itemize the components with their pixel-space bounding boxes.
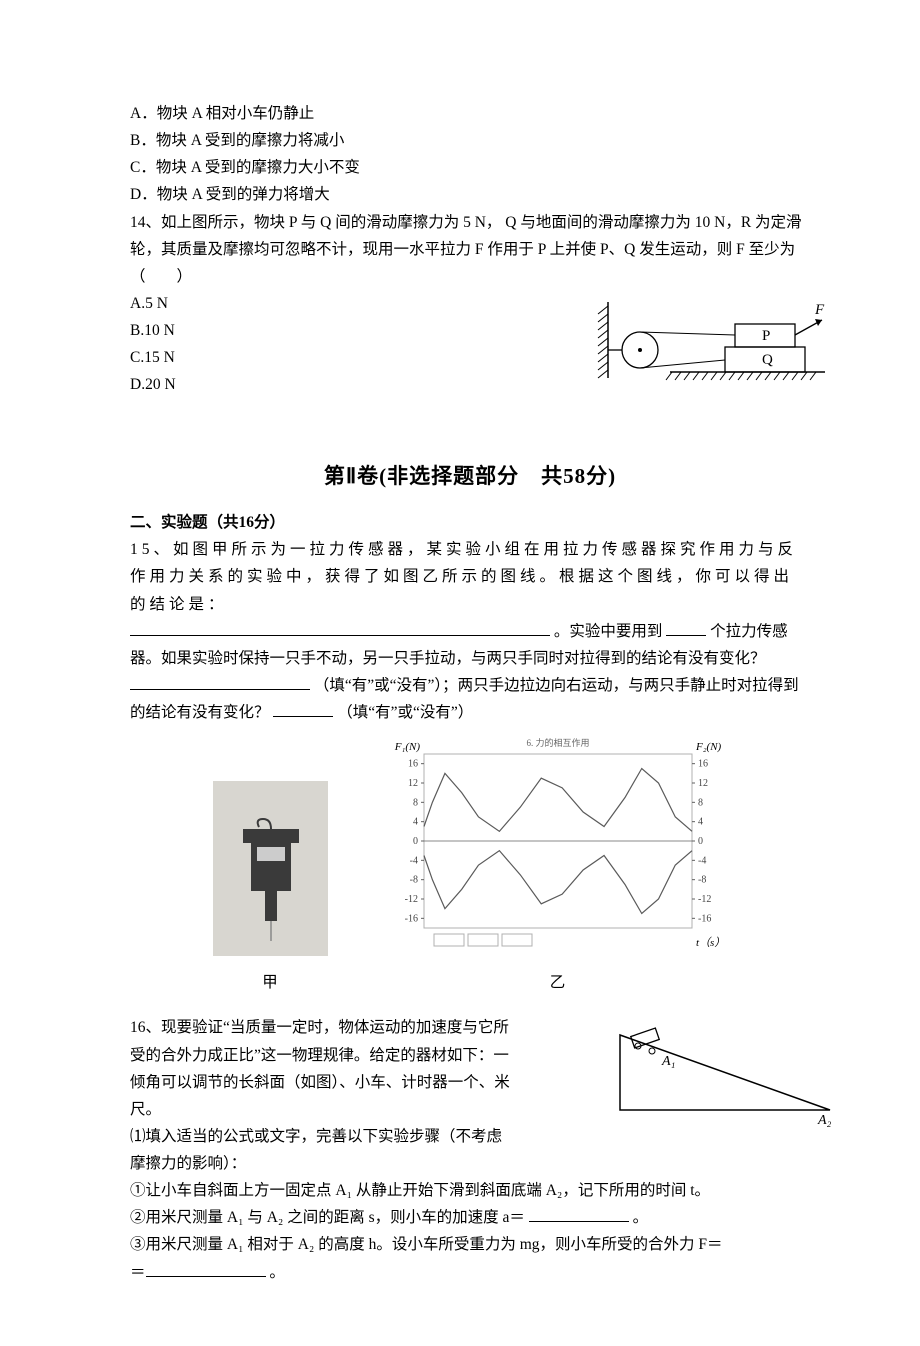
svg-text:16: 16	[698, 759, 708, 770]
q14-stem: 14、如上图所示，物块 P 与 Q 间的滑动摩擦力为 5 N， Q 与地面间的滑…	[130, 209, 810, 290]
svg-text:-12: -12	[404, 894, 417, 905]
subsection-2-heading: 二、实验题（共16分）	[130, 509, 810, 536]
q16-step3b: 。	[269, 1264, 285, 1281]
q15-text-e: （填“有”或“没有”）	[337, 704, 473, 721]
q15-text-b: 。实验中要用到	[554, 623, 663, 640]
q15-chart-figure: 6. 力的相互作用 -16 -16 -12 -12 -8 -8 -4 -4 0 0 4 4 8 8 12 12 1…	[388, 736, 728, 996]
q16-step2: ②用米尺测量 A₁ 与 A₂ 之间的距离 s，则小车的加速度 a＝ 。	[130, 1204, 810, 1231]
q16-step2b: 。	[633, 1209, 649, 1226]
svg-text:-4: -4	[409, 855, 417, 866]
svg-text:16: 16	[408, 759, 418, 770]
svg-text:F₁(N): F₁(N)	[393, 741, 420, 753]
svg-text:-12: -12	[698, 894, 711, 905]
q15-sensor-figure: 甲	[213, 781, 328, 996]
q14-option-b: B.10 N	[130, 317, 490, 344]
q16-step2a: ②用米尺测量 A₁ 与 A₂ 之间的距离 s，则小车的加速度 a＝	[130, 1209, 525, 1226]
blank-change1	[130, 674, 310, 690]
caption-yi: 乙	[388, 969, 728, 996]
q14-option-a: A.5 N	[130, 290, 490, 317]
svg-text:-16: -16	[698, 913, 711, 924]
svg-text:A₂: A₂	[817, 1113, 832, 1128]
option-d: D．物块 A 受到的弹力将增大	[130, 181, 810, 208]
q16-text-a: 16、现要验证“当质量一定时，物体运动的加速度与它所受的合外力成正比”这一物理规…	[130, 1019, 510, 1117]
svg-text:-4: -4	[698, 855, 706, 866]
svg-text:F₂(N): F₂(N)	[695, 741, 722, 753]
svg-text:Q: Q	[762, 352, 773, 368]
q16-step1: ①让小车自斜面上方一固定点 A₁ 从静止开始下滑到斜面底端 A₂，记下所用的时间…	[130, 1177, 810, 1204]
caption-jia: 甲	[213, 969, 328, 996]
svg-text:F: F	[814, 302, 825, 318]
blank-count	[666, 620, 706, 636]
svg-text:-8: -8	[698, 875, 706, 886]
section-2-title: 第Ⅱ卷(非选择题部分 共58分)	[130, 458, 810, 495]
option-a: A．物块 A 相对小车仍静止	[130, 100, 810, 127]
svg-text:6. 力的相互作用: 6. 力的相互作用	[526, 737, 589, 748]
q14-option-d: D.20 N	[130, 371, 490, 398]
q16-step3: ③用米尺测量 A₁ 相对于 A₂ 的高度 h。设小车所受重力为 mg，则小车所受…	[130, 1231, 810, 1285]
blank-accel	[529, 1207, 629, 1223]
blank-conclusion	[130, 620, 550, 636]
svg-text:0: 0	[413, 836, 418, 847]
svg-text:-16: -16	[404, 913, 417, 924]
svg-text:A₁: A₁	[661, 1054, 675, 1069]
q14-figure: PQ F	[590, 300, 830, 399]
svg-text:0: 0	[698, 836, 703, 847]
q16-text-b: ⑴填入适当的公式或文字，完善以下实验步骤（不考虑摩擦力的影响）：	[130, 1128, 502, 1172]
q14-option-c: C.15 N	[130, 344, 490, 371]
option-c: C．物块 A 受到的摩擦力大小不变	[130, 154, 810, 181]
svg-text:P: P	[762, 328, 770, 344]
svg-text:8: 8	[413, 797, 418, 808]
svg-text:8: 8	[698, 797, 703, 808]
svg-text:t（s）: t（s）	[696, 936, 725, 949]
svg-text:12: 12	[408, 778, 418, 789]
q15-text-a: 15、如图甲所示为一拉力传感器，某实验小组在用拉力传感器探究作用力与反作用力关系…	[130, 541, 797, 612]
svg-text:4: 4	[413, 817, 418, 828]
svg-text:-8: -8	[409, 875, 417, 886]
svg-text:12: 12	[698, 778, 708, 789]
svg-text:4: 4	[698, 817, 703, 828]
q16-figure: A₁ A₂	[600, 1020, 840, 1139]
option-b: B．物块 A 受到的摩擦力将减小	[130, 127, 810, 154]
q16-step3a: ③用米尺测量 A₁ 相对于 A₂ 的高度 h。设小车所受重力为 mg，则小车所受…	[130, 1236, 723, 1253]
blank-force	[146, 1261, 266, 1277]
q15-body: 15、如图甲所示为一拉力传感器，某实验小组在用拉力传感器探究作用力与反作用力关系…	[130, 536, 810, 726]
blank-change2	[273, 702, 333, 718]
